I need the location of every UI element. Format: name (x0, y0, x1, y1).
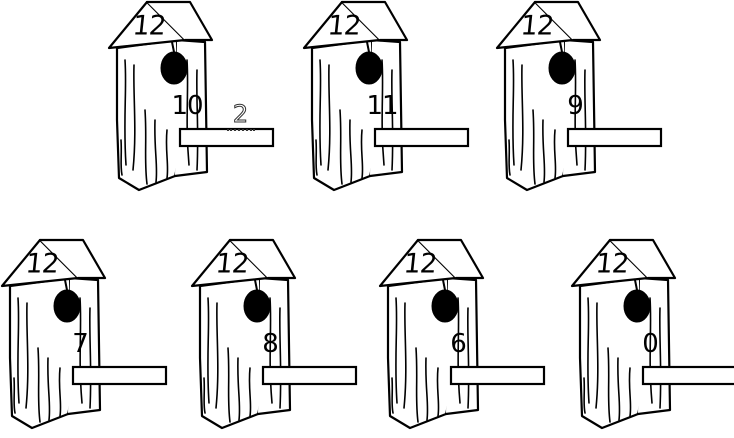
birdhouse: 12 9 (495, 0, 663, 195)
answer-underline (227, 129, 255, 131)
total-number: 12 (402, 248, 438, 280)
birdhouse-drawing (495, 0, 663, 192)
part-number: 7 (72, 329, 89, 359)
answer-number: 2 (232, 100, 248, 128)
birdhouse: 12 7 (0, 238, 168, 433)
birdhouse-drawing (302, 0, 470, 192)
birdhouse: 12 0 (570, 238, 734, 433)
birdhouse-drawing (0, 238, 168, 430)
birdhouse: 12 10 2 (107, 0, 275, 195)
total-number: 12 (519, 10, 555, 42)
birdhouse: 12 6 (378, 238, 546, 433)
birdhouse-drawing (378, 238, 546, 430)
part-number: 6 (450, 329, 467, 359)
part-number: 0 (642, 329, 659, 359)
part-number: 9 (567, 91, 584, 121)
total-number: 12 (594, 248, 630, 280)
total-number: 12 (24, 248, 60, 280)
birdhouse-drawing (107, 0, 275, 192)
birdhouse: 12 11 (302, 0, 470, 195)
birdhouse-drawing (570, 238, 734, 430)
part-number: 10 (171, 91, 203, 121)
part-number: 8 (262, 329, 279, 359)
birdhouse: 12 8 (190, 238, 358, 433)
total-number: 12 (131, 10, 167, 42)
part-number: 11 (366, 91, 398, 121)
total-number: 12 (326, 10, 362, 42)
birdhouse-drawing (190, 238, 358, 430)
total-number: 12 (214, 248, 250, 280)
